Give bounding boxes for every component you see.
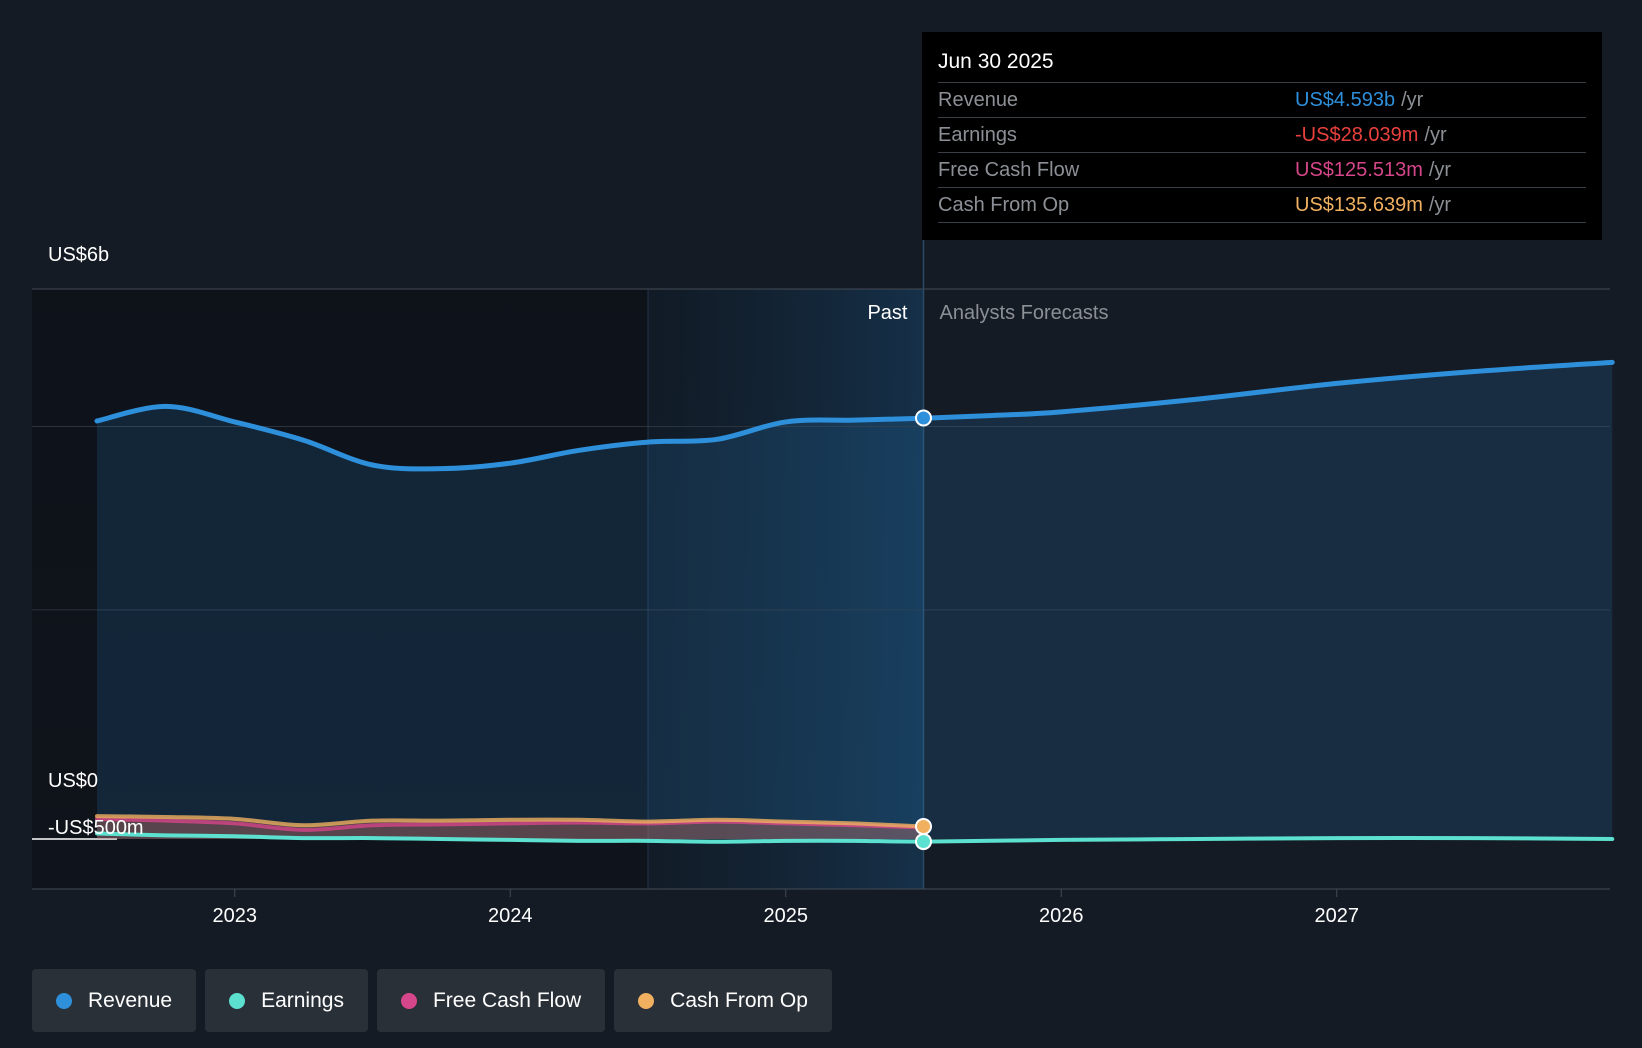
tooltip-value: -US$28.039m: [1295, 124, 1419, 146]
tooltip-row-cash-from-op: Cash From Op US$135.639m /yr: [938, 188, 1586, 223]
x-tick-label: 2024: [488, 905, 533, 927]
legend-item-free-cash-flow[interactable]: Free Cash Flow: [376, 969, 606, 1032]
free-cash-flow-area: [97, 818, 924, 839]
tooltip-label: Free Cash Flow: [938, 159, 1080, 181]
tooltip-value: US$125.513m: [1295, 159, 1423, 181]
tooltip-unit: /yr: [1401, 89, 1424, 111]
legend-dot-icon: [229, 992, 246, 1009]
past-label: Past: [867, 302, 907, 324]
legend-dot-icon: [638, 992, 655, 1009]
tooltip-value: US$135.639m: [1295, 194, 1423, 216]
tooltip: Jun 30 2025 Revenue US$4.593b /yr Earnin…: [922, 32, 1602, 240]
earnings-marker: [915, 833, 932, 851]
legend: Revenue Earnings Free Cash Flow Cash Fro…: [32, 969, 832, 1032]
revenue-marker: [915, 409, 932, 427]
x-tick-label: 2023: [213, 905, 258, 927]
tooltip-label: Revenue: [938, 89, 1019, 111]
tooltip-unit: /yr: [1424, 124, 1447, 146]
cash-from-op-marker: [915, 818, 932, 836]
revenue-line: [94, 359, 1615, 472]
tooltip-row-earnings: Earnings -US$28.039m /yr: [938, 118, 1586, 153]
x-tick-label: 2026: [1039, 905, 1084, 927]
tooltip-value: US$4.593b: [1295, 89, 1396, 111]
recent-region: [648, 289, 924, 889]
tooltip-date: Jun 30 2025: [938, 46, 1586, 83]
legend-dot-icon: [400, 992, 417, 1009]
tooltip-label: Cash From Op: [938, 194, 1070, 216]
x-tick-label: 2027: [1315, 905, 1360, 927]
legend-dot-icon: [56, 992, 72, 1009]
tooltip-label: Earnings: [938, 124, 1017, 146]
legend-label: Cash From Op: [670, 988, 808, 1012]
legend-label: Revenue: [88, 988, 173, 1012]
legend-item-revenue[interactable]: Revenue: [32, 969, 197, 1032]
cash-from-op-line: [95, 814, 926, 829]
tooltip-unit: /yr: [1428, 159, 1452, 181]
revenue-area: [97, 362, 1613, 839]
earnings-line: [95, 831, 1615, 844]
legend-item-earnings[interactable]: Earnings: [205, 969, 368, 1032]
legend-label: Earnings: [261, 988, 344, 1012]
y-tick-label: -US$500m: [48, 817, 144, 839]
x-tick-label: 2025: [764, 905, 809, 927]
tooltip-unit: /yr: [1428, 194, 1452, 216]
forecast-label: Analysts Forecasts: [940, 302, 1109, 324]
legend-item-cash-from-op[interactable]: Cash From Op: [614, 969, 832, 1032]
y-tick-label: US$6b: [48, 244, 109, 266]
legend-label: Free Cash Flow: [432, 988, 582, 1012]
y-tick-label: US$0: [48, 770, 98, 792]
tooltip-row-revenue: Revenue US$4.593b /yr: [938, 83, 1586, 118]
tooltip-row-free-cash-flow: Free Cash Flow US$125.513m /yr: [938, 153, 1586, 188]
